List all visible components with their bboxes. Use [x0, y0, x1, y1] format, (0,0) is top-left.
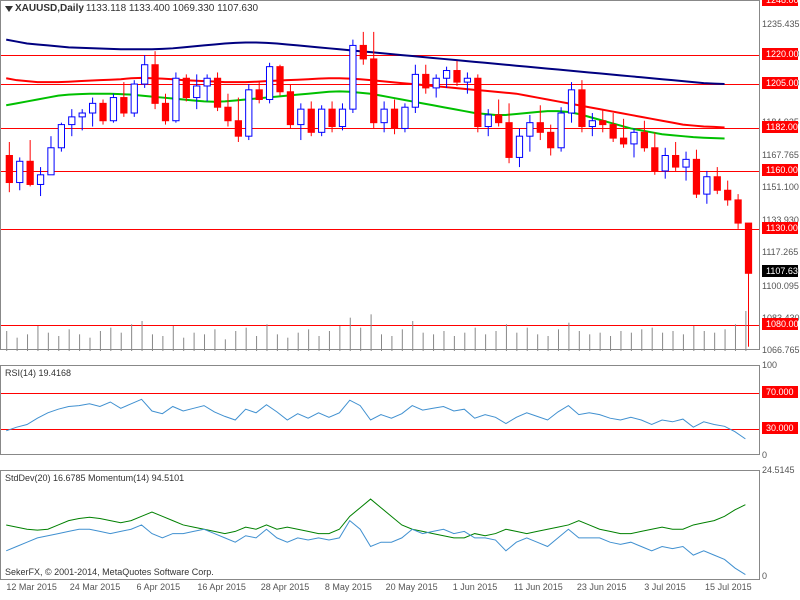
price-marker: 1130.000 [762, 222, 798, 234]
rsi-level-marker: 30.000 [762, 422, 798, 434]
y-axis-tick: 1151.100 [762, 182, 798, 192]
y-axis-tick: 1100.095 [762, 281, 798, 291]
x-axis-date: 23 Jun 2015 [577, 582, 627, 598]
stddev-panel[interactable]: StdDev(20) 16.6785 Momentum(14) 94.5101S… [0, 470, 760, 580]
main-price-chart[interactable]: XAUUSD,Daily 1133.118 1133.400 1069.330 … [0, 0, 760, 350]
x-axis-date: 3 Jul 2015 [644, 582, 686, 598]
rsi-level-marker: 70.000 [762, 386, 798, 398]
x-axis-date: 28 Apr 2015 [261, 582, 310, 598]
x-axis-date: 11 Jun 2015 [514, 582, 563, 598]
stddev-y-tick: 24.5145 [762, 465, 798, 475]
price-marker: 1220.000 [762, 48, 798, 60]
y-axis-tick: 1167.765 [762, 150, 798, 160]
x-axis-date: 16 Apr 2015 [197, 582, 246, 598]
x-axis-date: 20 May 2015 [386, 582, 438, 598]
price-marker: 1160.000 [762, 164, 798, 176]
price-marker: 1107.630 [762, 265, 798, 277]
price-marker: 1205.000 [762, 77, 798, 89]
rsi-y-tick: 100 [762, 360, 798, 370]
rsi-panel[interactable]: RSI(14) 19.4168 [0, 365, 760, 455]
y-axis-tick: 1235.435 [762, 19, 798, 29]
y-axis-tick: 1117.265 [762, 247, 798, 257]
x-axis-date: 8 May 2015 [325, 582, 372, 598]
price-chart-svg [1, 1, 761, 351]
y-axis-tick: 1066.765 [762, 345, 798, 355]
rsi-svg [1, 366, 761, 456]
x-axis-date: 1 Jun 2015 [453, 582, 498, 598]
price-marker: 1182.000 [762, 121, 798, 133]
stddev-svg [1, 471, 761, 581]
x-axis-date: 12 Mar 2015 [6, 582, 57, 598]
price-marker: 1080.000 [762, 318, 798, 330]
rsi-y-tick: 0 [762, 450, 798, 460]
x-axis-date: 15 Jul 2015 [705, 582, 752, 598]
price-marker: 1248.000 [762, 0, 798, 6]
x-axis-date: 24 Mar 2015 [70, 582, 121, 598]
stddev-y-tick: 0 [762, 571, 798, 581]
x-axis-date: 6 Apr 2015 [137, 582, 181, 598]
